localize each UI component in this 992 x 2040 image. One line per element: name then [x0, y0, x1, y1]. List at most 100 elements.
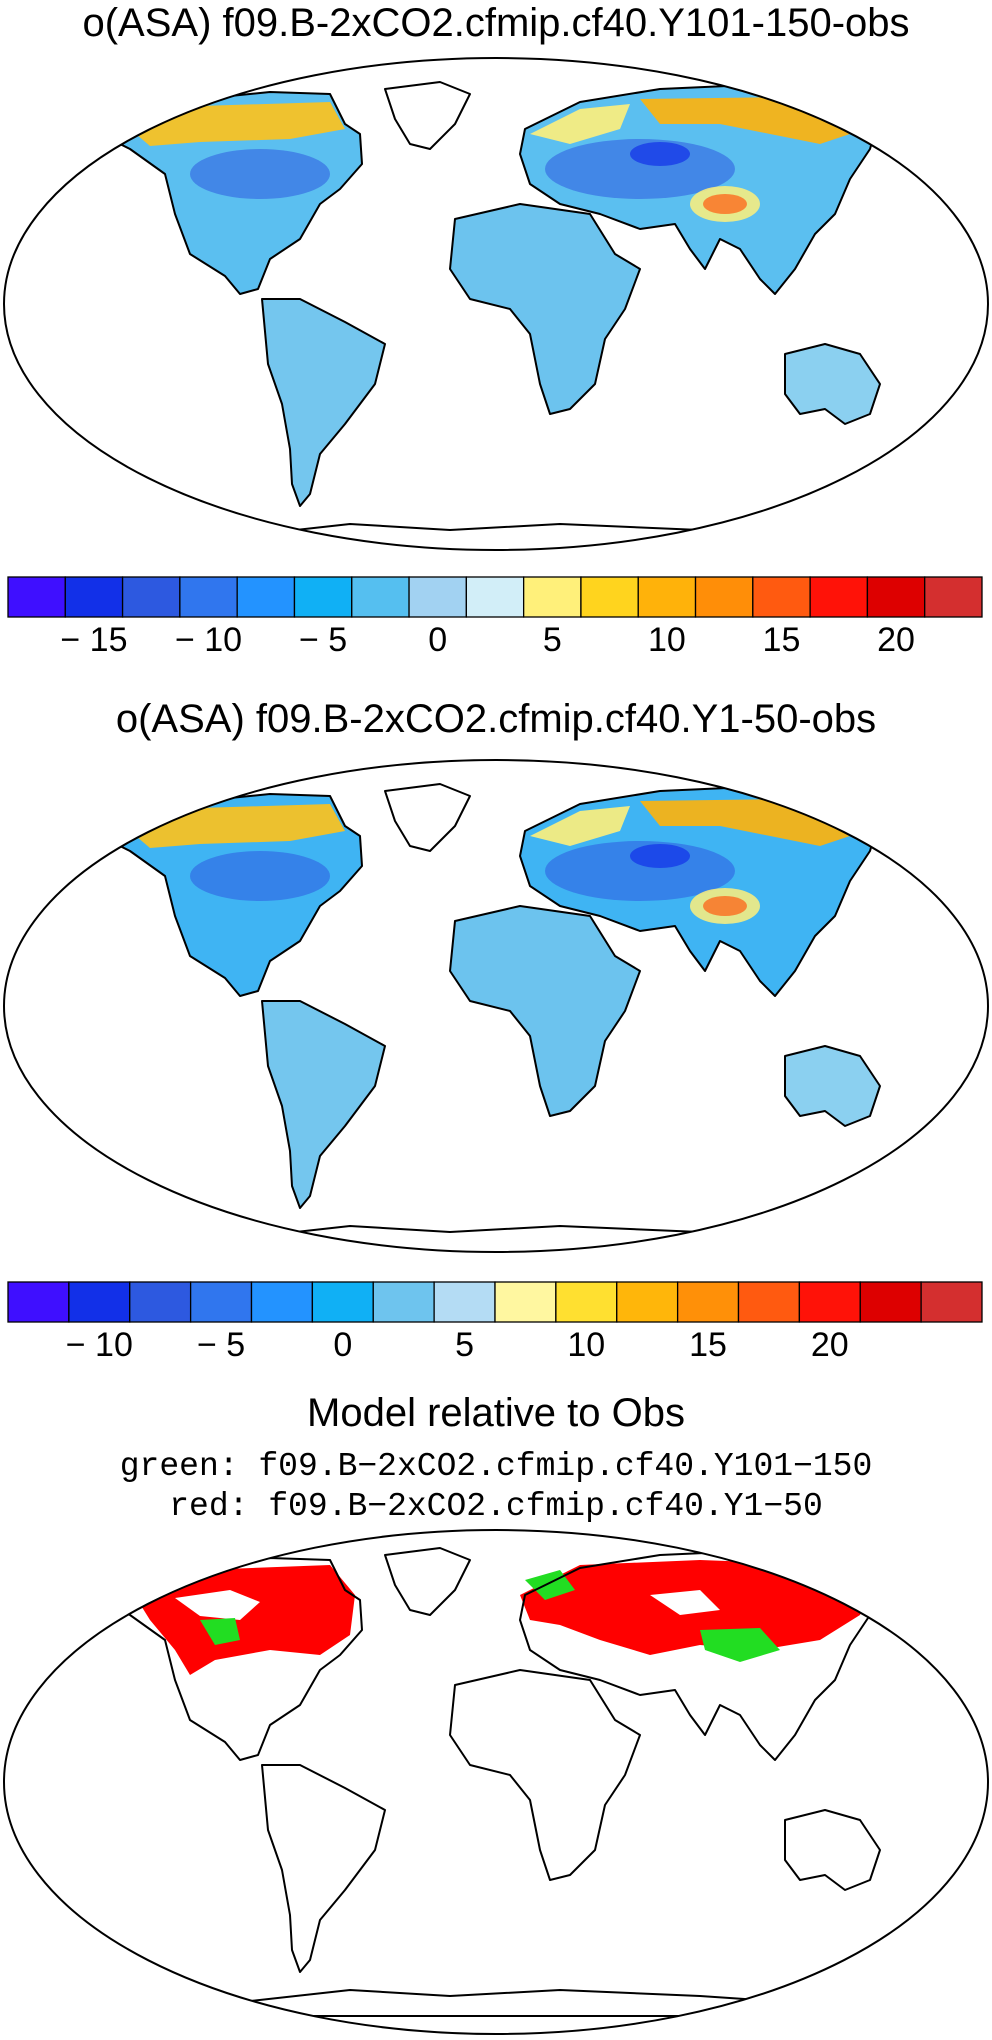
white-gap-eurasia: [650, 1590, 720, 1615]
colorbar-tick-label: 5: [543, 621, 562, 659]
colorbar-swatch: [68, 1281, 131, 1323]
africa-fill: [450, 204, 640, 414]
colorbar-swatch: [637, 576, 697, 618]
northAmerica-coastline: [109, 91, 363, 295]
southAmerica-coastline: [261, 298, 386, 507]
northAmerica-coastline: [109, 1557, 363, 1761]
colorbar-swatch: [694, 576, 754, 618]
map-layer: [109, 81, 881, 550]
colorbar-swatch: [121, 576, 181, 618]
colorbar-swatch: [924, 576, 983, 618]
comparison-legend-red: red: f09.B−2xCO2.cfmip.cf40.Y1−50: [169, 1488, 823, 1525]
warm-anomaly-scandinavia: [530, 806, 630, 846]
australia-fill: [785, 344, 880, 424]
antarctica-coastline: [214, 1225, 821, 1252]
australia-coastline: [784, 343, 881, 425]
map-layer: [109, 783, 881, 1252]
colorbar-swatch: [129, 1281, 192, 1323]
map-border: [2, 1529, 990, 2035]
colorbar-tick-label: − 15: [60, 621, 127, 659]
cold-anomaly-na: [190, 149, 330, 199]
warm-anomaly-scandinavia: [530, 104, 630, 144]
panel2-title: o(ASA) f09.B-2xCO2.cfmip.cf40.Y1-50-obs: [115, 697, 877, 741]
warm-core-tibet: [703, 896, 747, 916]
red-region-north-america: [130, 1565, 355, 1675]
colorbar-tick-label: 20: [811, 1326, 849, 1364]
colorbar-swatch: [920, 1281, 983, 1323]
panel1-map: [2, 57, 990, 551]
colorbar-tick-label: 0: [333, 1326, 352, 1364]
colorbar-tick-label: − 10: [175, 621, 242, 659]
southAmerica-coastline: [261, 1764, 386, 1973]
southAmerica-coastline: [261, 1000, 386, 1209]
colorbar-swatch: [372, 1281, 435, 1323]
colorbar-swatch: [311, 1281, 374, 1323]
panel1-colorbar: − 15 − 10 − 5 0 5 10 15 20: [7, 576, 983, 659]
antarctica-coastline: [214, 1989, 821, 2017]
colorbar-swatch: [737, 1281, 801, 1323]
greenland-coastline: [384, 81, 471, 150]
africa-fill: [450, 906, 640, 1116]
australia-fill: [785, 1046, 880, 1126]
australia-coastline: [784, 1045, 881, 1127]
colorbar-tick-label: 5: [455, 1326, 474, 1364]
australia-coastline: [784, 1809, 881, 1891]
cold-anomaly-na: [190, 851, 330, 901]
colorbar-swatch: [408, 576, 468, 618]
south-america-fill: [262, 299, 385, 506]
colorbar-swatch: [866, 576, 926, 618]
cold-core-eurasia: [630, 844, 690, 868]
map-border: [2, 57, 990, 551]
colorbar-swatch: [7, 1281, 70, 1323]
africa-coastline: [449, 203, 641, 415]
warm-core-tibet: [703, 194, 747, 214]
colorbar-swatch: [522, 576, 582, 618]
colorbar-tick-label: 15: [689, 1326, 727, 1364]
panel2-map: [2, 759, 990, 1253]
green-region-central-asia: [700, 1628, 780, 1662]
colorbar-swatch: [616, 1281, 679, 1323]
colorbar-swatch: [179, 576, 238, 618]
colorbar-swatch: [580, 576, 639, 618]
antarctica-coastline: [214, 523, 821, 550]
map-layer: [109, 1547, 881, 2017]
colorbar-swatch: [555, 1281, 618, 1323]
colorbar-swatch: [250, 1281, 314, 1323]
colorbar-tick-label: 20: [877, 621, 915, 659]
colorbar-tick-label: − 5: [197, 1326, 245, 1364]
colorbar-swatch: [752, 576, 811, 618]
green-region-north-america: [200, 1618, 240, 1645]
colorbar-swatch: [236, 576, 296, 618]
colorbar-tick-label: − 10: [66, 1326, 133, 1364]
colorbar-swatch: [676, 1281, 740, 1323]
colorbar-tick-label: − 5: [299, 621, 347, 659]
south-america-fill: [262, 1001, 385, 1208]
colorbar-swatch: [7, 576, 66, 618]
colorbar-swatch: [798, 1281, 861, 1323]
greenland-coastline: [384, 1547, 471, 1616]
colorbar-swatch: [293, 576, 353, 618]
africa-coastline: [449, 1669, 641, 1881]
white-gap-na: [175, 1590, 260, 1620]
map-border: [2, 759, 990, 1253]
colorbar-swatch: [859, 1281, 922, 1323]
colorbar-tick-label: 10: [567, 1326, 605, 1364]
northAmerica-coastline: [109, 793, 363, 997]
greenland-coastline: [384, 783, 471, 852]
africa-coastline: [449, 905, 641, 1117]
colorbar-swatch: [494, 1281, 557, 1323]
colorbar-swatch: [189, 1281, 253, 1323]
colorbar-tick-label: 10: [648, 621, 686, 659]
colorbar-swatch: [465, 576, 525, 618]
colorbar-tick-label: 0: [428, 621, 447, 659]
colorbar-swatch: [351, 576, 410, 618]
comparison-legend-green: green: f09.B−2xCO2.cfmip.cf40.Y101−150: [119, 1448, 873, 1485]
comparison-title: Model relative to Obs: [307, 1391, 685, 1435]
cold-core-eurasia: [630, 142, 690, 166]
colorbar-swatch: [433, 1281, 496, 1323]
colorbar-tick-label: 15: [763, 621, 801, 659]
panel2-colorbar: − 10 − 5 0 5 10 15 20: [7, 1281, 983, 1364]
colorbar-swatch: [809, 576, 869, 618]
comparison-map: [2, 1529, 990, 2035]
colorbar-swatch: [64, 576, 124, 618]
